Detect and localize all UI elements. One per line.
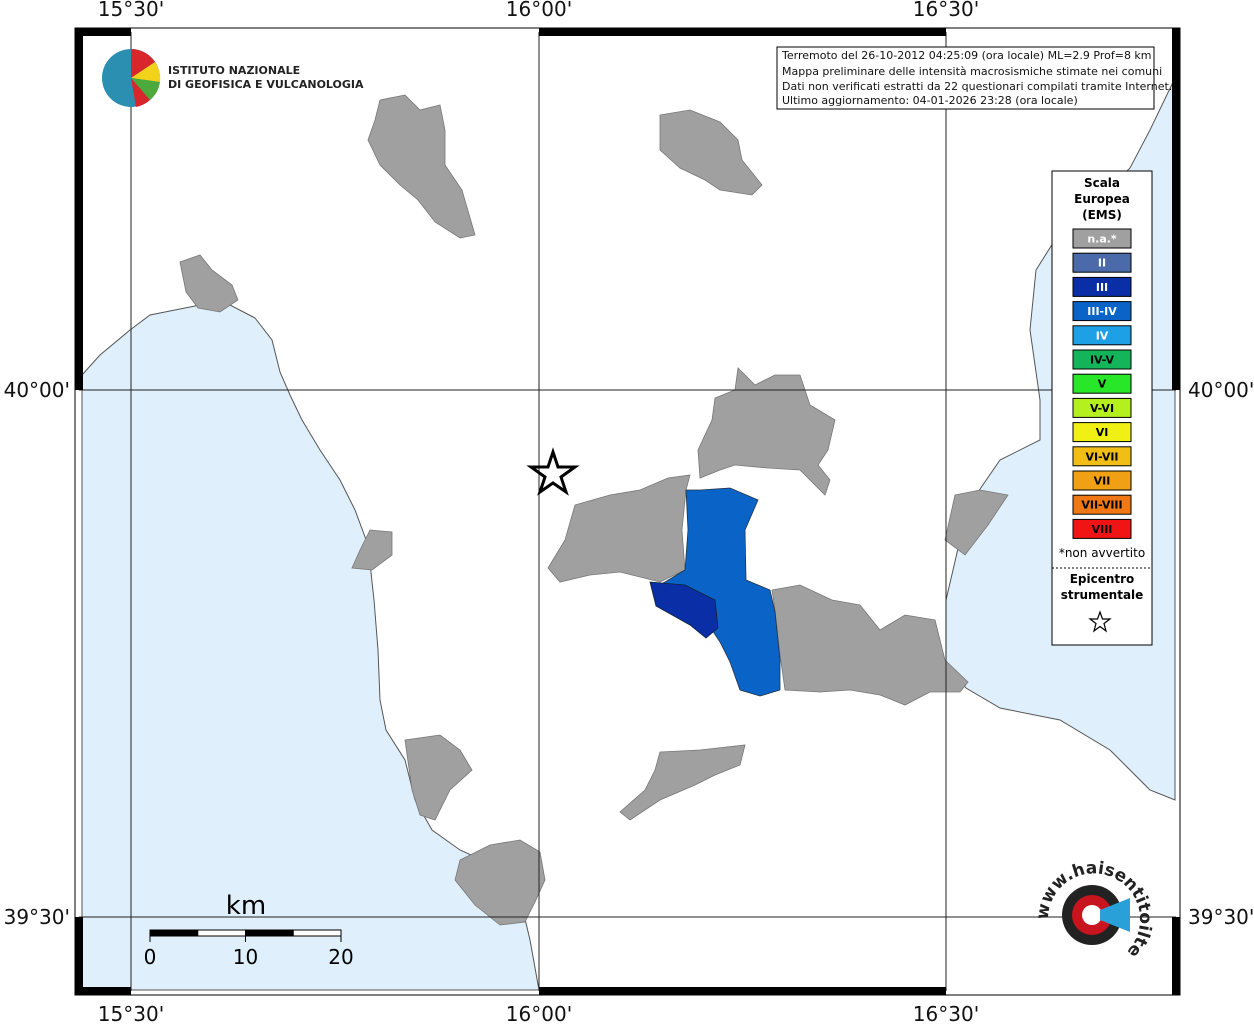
municipality bbox=[404, 734, 473, 821]
scale-unit: km bbox=[226, 891, 266, 921]
legend-title: Scala bbox=[1084, 176, 1120, 190]
logo-ring bbox=[1082, 905, 1102, 925]
info-line: Dati non verificati estratti da 22 quest… bbox=[782, 80, 1172, 93]
municipality bbox=[179, 254, 239, 313]
logo-horn bbox=[1100, 898, 1130, 932]
municipality-iii bbox=[649, 581, 719, 639]
legend-label: II bbox=[1098, 257, 1106, 270]
frame bbox=[74, 27, 1181, 996]
legend-label: VII bbox=[1094, 475, 1111, 488]
legend-swatch bbox=[1072, 349, 1132, 370]
legend-label: VII-VIII bbox=[1081, 499, 1122, 512]
lon-label: 15°30' bbox=[98, 1002, 164, 1024]
legend-label: n.a.* bbox=[1087, 233, 1117, 246]
ingv-logo: ISTITUTO NAZIONALE DI GEOFISICA E VULCAN… bbox=[102, 49, 364, 107]
legend-swatch bbox=[1072, 301, 1132, 322]
scale-segment bbox=[292, 929, 342, 937]
graticule bbox=[79, 32, 1176, 991]
municipality bbox=[659, 109, 763, 196]
legend-epicenter: strumentale bbox=[1061, 588, 1144, 602]
frame-band bbox=[75, 987, 131, 995]
legend-swatch bbox=[1072, 276, 1132, 297]
legend: Scala Europea (EMS) *non avvertito Epice… bbox=[1051, 170, 1153, 646]
frame-band bbox=[75, 28, 131, 36]
legend-star bbox=[1088, 610, 1112, 633]
legend-swatch bbox=[1072, 373, 1132, 394]
municipality bbox=[619, 744, 746, 821]
municipality bbox=[367, 94, 476, 239]
logo-segment bbox=[131, 62, 161, 82]
scale-bar: km 0 10 20 bbox=[144, 891, 354, 969]
municipality bbox=[944, 489, 1009, 556]
legend-label: IV bbox=[1096, 329, 1109, 342]
legend-label: VI-VII bbox=[1085, 450, 1118, 463]
scale-segment bbox=[197, 929, 246, 937]
legend-label: IV-V bbox=[1090, 354, 1115, 367]
lat-label: 39°30' bbox=[1188, 905, 1254, 929]
legend-label: VIII bbox=[1092, 523, 1113, 536]
logo-segment bbox=[131, 78, 150, 107]
legend-label: V bbox=[1098, 378, 1107, 391]
lat-label: 39°30' bbox=[4, 905, 70, 929]
lon-label: 15°30' bbox=[98, 0, 164, 21]
legend-title: (EMS) bbox=[1082, 208, 1122, 222]
lat-label: 40°00' bbox=[4, 378, 70, 402]
legend-swatch bbox=[1072, 470, 1132, 491]
logo-text: DI GEOFISICA E VULCANOLOGIA bbox=[168, 78, 364, 91]
lon-label: 16°30' bbox=[913, 1002, 979, 1024]
lon-label: 16°30' bbox=[913, 0, 979, 21]
legend-label: III bbox=[1096, 281, 1108, 294]
scale-segment bbox=[149, 929, 199, 937]
scale-label: 10 bbox=[233, 945, 258, 969]
legend-label: VI bbox=[1096, 426, 1109, 439]
municipality bbox=[454, 839, 546, 926]
lon-label: 16°00' bbox=[506, 1002, 572, 1024]
frame-band bbox=[539, 28, 946, 36]
frame-band bbox=[1172, 917, 1180, 995]
logo-segment bbox=[131, 49, 155, 78]
legend-swatch bbox=[1072, 422, 1132, 443]
logo-segment bbox=[131, 78, 160, 100]
municipality bbox=[771, 584, 969, 706]
legend-swatch bbox=[1072, 397, 1132, 418]
legend-label: III-IV bbox=[1087, 305, 1117, 318]
legend-swatch bbox=[1072, 252, 1132, 273]
legend-swatch bbox=[1072, 446, 1132, 467]
lat-label: 40°00' bbox=[1188, 378, 1254, 402]
frame-band bbox=[1172, 28, 1180, 390]
scale-segment bbox=[245, 929, 294, 937]
lon-label: 16°00' bbox=[506, 0, 572, 21]
info-line: Terremoto del 26-10-2012 04:25:09 (ora l… bbox=[781, 49, 1152, 62]
info-box bbox=[776, 46, 1155, 110]
epicenter-star bbox=[526, 447, 580, 496]
info-line: Ultimo aggiornamento: 04-01-2026 23:28 (… bbox=[782, 94, 1078, 107]
legend-label: V-VI bbox=[1090, 402, 1114, 415]
logo-text: ISTITUTO NAZIONALE bbox=[168, 64, 300, 77]
legend-swatch bbox=[1072, 228, 1132, 249]
frame-band bbox=[539, 987, 946, 995]
frame-band bbox=[75, 917, 83, 995]
legend-swatch bbox=[1072, 325, 1132, 346]
frame-band bbox=[75, 28, 83, 390]
municipality bbox=[351, 529, 393, 571]
municipalities bbox=[179, 94, 1009, 926]
info-line: Mappa preliminare delle intensità macros… bbox=[782, 65, 1162, 78]
municipality bbox=[697, 367, 836, 496]
scale-label: 20 bbox=[328, 945, 353, 969]
legend-note: *non avvertito bbox=[1059, 546, 1145, 560]
scale-label: 0 bbox=[144, 945, 157, 969]
legend-epicenter: Epicentro bbox=[1070, 572, 1135, 586]
legend-swatch bbox=[1072, 494, 1132, 515]
legend-swatch bbox=[1072, 518, 1132, 539]
legend-title: Europea bbox=[1074, 192, 1130, 206]
